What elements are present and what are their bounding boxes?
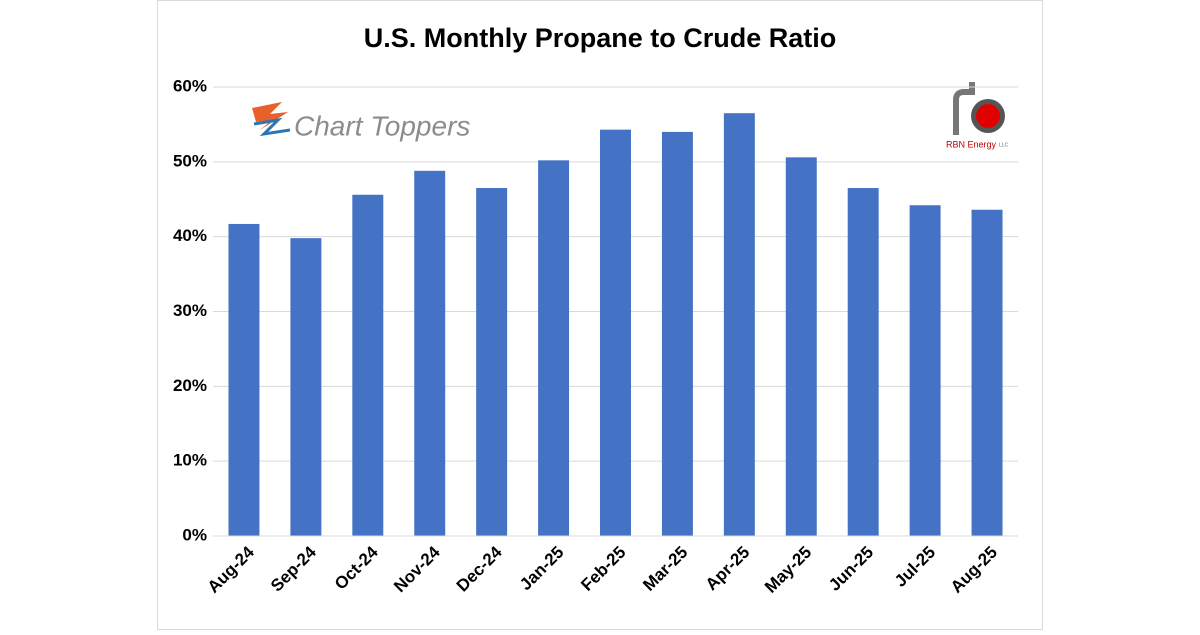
bar — [909, 205, 941, 536]
y-tick-label: 20% — [173, 376, 207, 395]
y-tick-label: 10% — [173, 451, 207, 470]
bar — [847, 188, 879, 536]
logo-icon — [976, 104, 1000, 128]
y-tick-label: 50% — [173, 151, 207, 170]
bar — [352, 194, 384, 536]
bar — [971, 209, 1003, 536]
bar — [228, 223, 260, 536]
logo-icon — [953, 82, 975, 135]
y-tick-label: 40% — [173, 226, 207, 245]
bar — [414, 170, 446, 536]
logo-icon — [253, 117, 291, 137]
bar — [785, 157, 817, 537]
bar — [476, 188, 508, 536]
chart-title: U.S. Monthly Propane to Crude Ratio — [364, 23, 837, 53]
rbn-logo: RBN Energy LLC — [946, 82, 1009, 149]
bar — [723, 113, 755, 537]
bar — [290, 238, 322, 536]
logo-icon — [252, 102, 288, 130]
logo-text: RBN Energy — [946, 139, 997, 149]
chart-toppers-logo: Chart Toppers — [252, 102, 470, 141]
y-tick-label: 60% — [173, 76, 207, 95]
logo-text: Chart Toppers — [294, 110, 470, 141]
logo-text: LLC — [999, 142, 1009, 148]
bar — [661, 131, 693, 536]
bar — [600, 129, 631, 536]
y-tick-label: 30% — [173, 301, 207, 320]
y-tick-label: 0% — [182, 525, 207, 544]
bar — [538, 160, 570, 536]
